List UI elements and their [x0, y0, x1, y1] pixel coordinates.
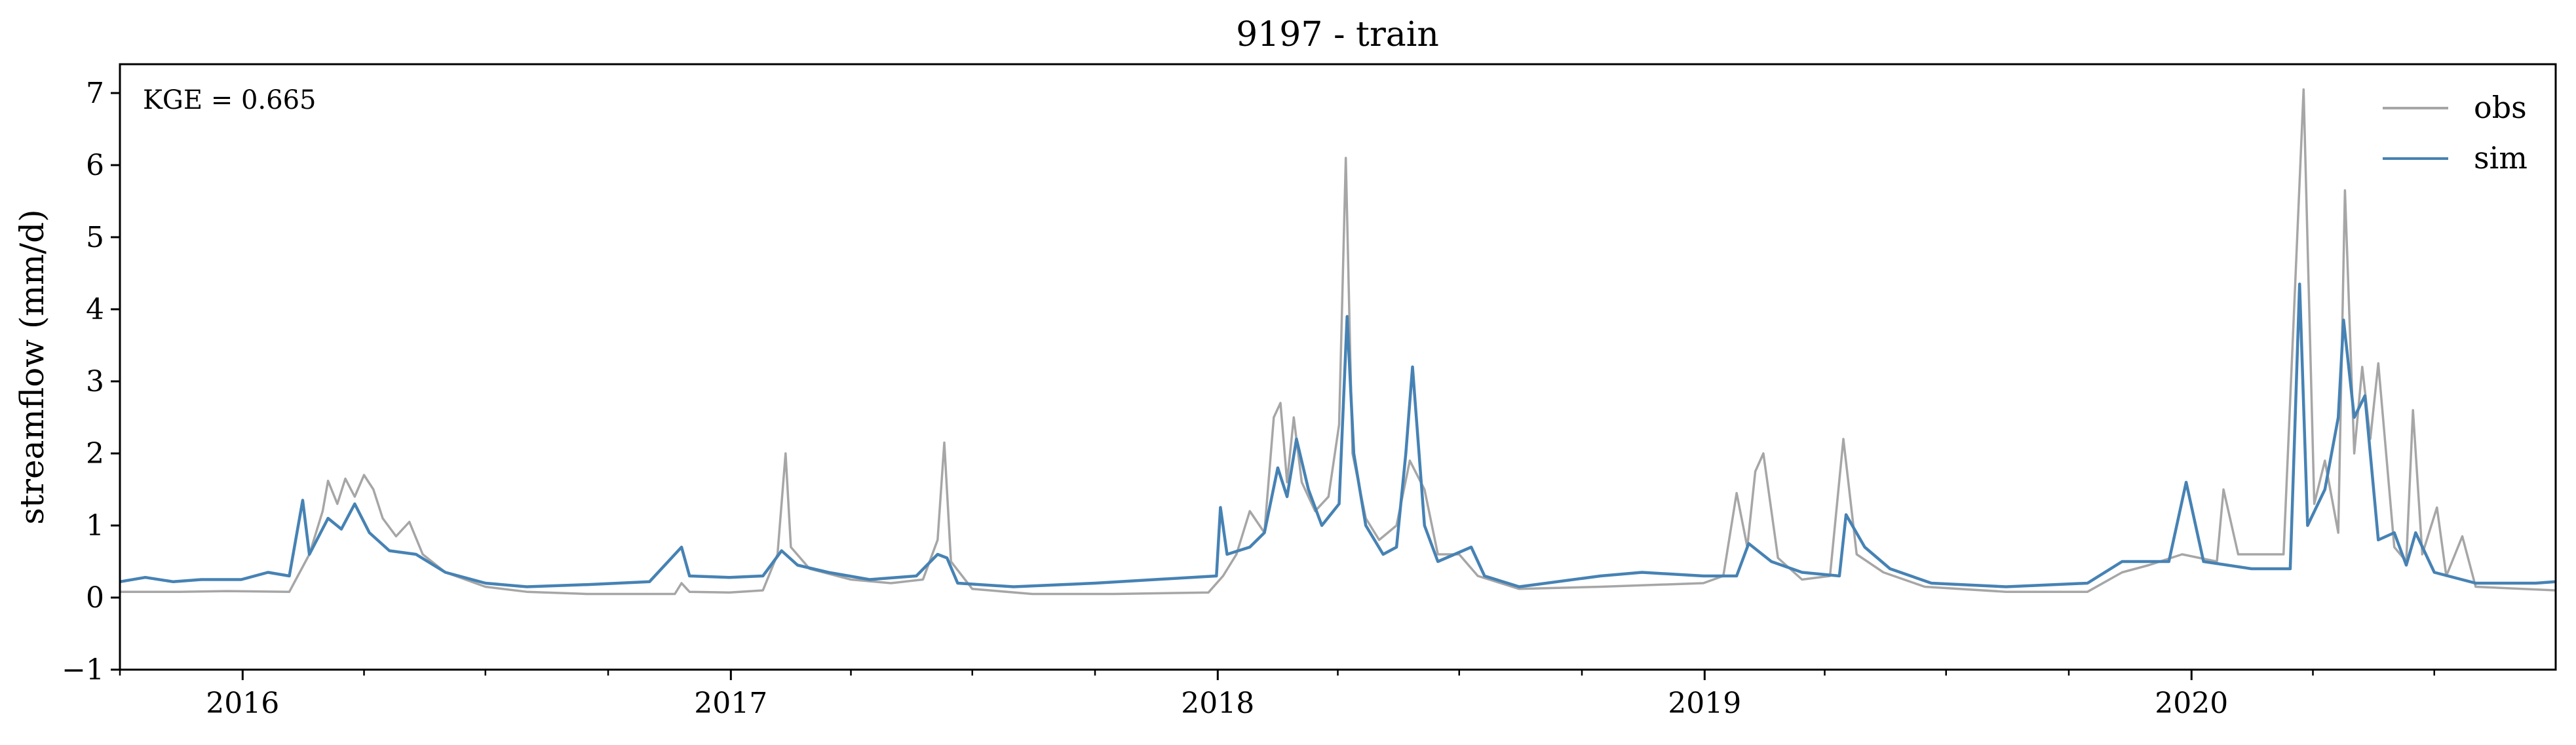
x-axis: 2016 2017 2018 2019 2020	[119, 670, 2436, 720]
y-tick-label: 3	[86, 365, 104, 398]
legend-label-sim: sim	[2474, 140, 2528, 176]
y-axis: −1 0 1 2 3 4 5 6 7	[62, 77, 120, 687]
y-tick-label: 7	[86, 77, 104, 110]
legend: obs sim	[2383, 90, 2528, 176]
y-tick-label: −1	[62, 653, 104, 687]
y-tick-label: 2	[86, 437, 104, 470]
series-line-obs	[120, 88, 2556, 596]
x-tick-label: 2018	[1181, 687, 1254, 720]
series-line-sim	[119, 282, 2556, 588]
kge-annotation: KGE = 0.665	[143, 85, 317, 115]
x-tick-label: 2019	[1668, 687, 1741, 720]
y-tick-label: 5	[86, 221, 104, 254]
x-tick-label: 2020	[2155, 687, 2228, 720]
chart-title: 9197 - train	[1236, 15, 1439, 54]
legend-label-obs: obs	[2474, 90, 2527, 125]
y-tick-label: 6	[86, 149, 104, 182]
plot-lines	[119, 88, 2556, 596]
x-tick-label: 2016	[206, 687, 279, 720]
y-axis-label: streamflow (mm/d)	[13, 209, 51, 524]
y-tick-label: 0	[86, 581, 104, 615]
y-tick-label: 1	[86, 509, 104, 543]
y-tick-label: 4	[86, 293, 104, 326]
x-tick-label: 2017	[694, 687, 767, 720]
